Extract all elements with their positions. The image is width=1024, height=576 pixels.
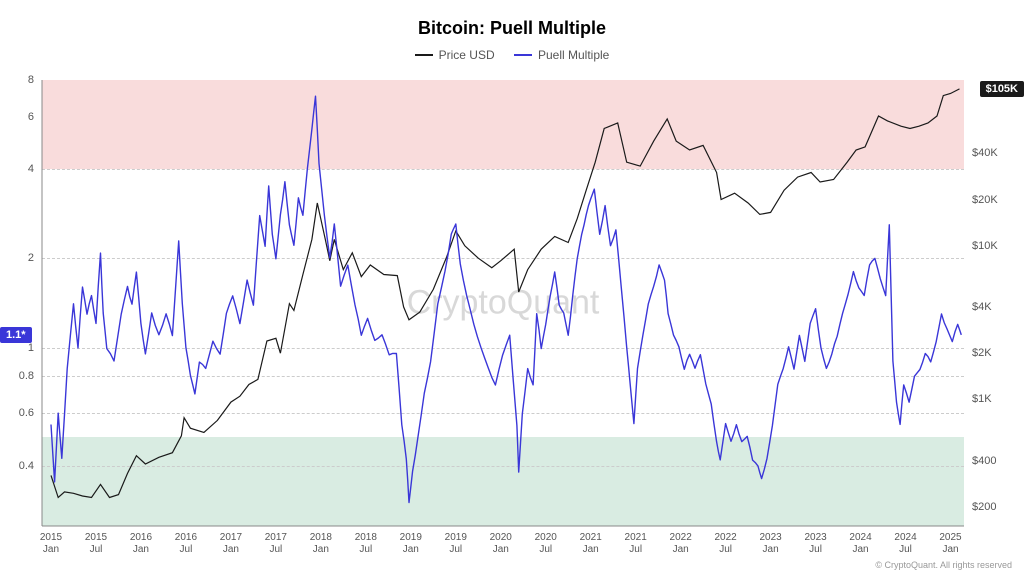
- plot-area: CryptoQuant: [42, 80, 964, 526]
- current-badge-price: $105K: [980, 81, 1024, 97]
- y-axis-left: 864210.80.60.41.1*: [0, 80, 42, 526]
- ytick-left: 4: [28, 163, 34, 175]
- xtick: 2023Jan: [759, 532, 781, 556]
- ytick-left: 2: [28, 252, 34, 264]
- xtick: 2024Jan: [849, 532, 871, 556]
- xtick: 2020Jul: [535, 532, 557, 556]
- ytick-right: $4K: [972, 301, 992, 313]
- chart-title: Bitcoin: Puell Multiple: [0, 18, 1024, 39]
- current-badge-puell: 1.1*: [0, 327, 32, 343]
- xtick: 2015Jul: [85, 532, 107, 556]
- legend-label-price: Price USD: [439, 48, 495, 62]
- xtick: 2015Jan: [40, 532, 62, 556]
- legend-item-price: Price USD: [415, 48, 495, 62]
- ytick-left: 8: [28, 74, 34, 86]
- xtick: 2023Jul: [804, 532, 826, 556]
- xtick: 2017Jan: [220, 532, 242, 556]
- ytick-left: 0.4: [19, 460, 34, 472]
- xtick: 2017Jul: [265, 532, 287, 556]
- xtick: 2016Jan: [130, 532, 152, 556]
- legend: Price USD Puell Multiple: [0, 45, 1024, 62]
- legend-item-puell: Puell Multiple: [514, 48, 609, 62]
- ytick-right: $1K: [972, 393, 992, 405]
- xtick: 2016Jul: [175, 532, 197, 556]
- xtick: 2022Jan: [670, 532, 692, 556]
- legend-swatch-puell: [514, 54, 532, 56]
- xtick: 2018Jul: [355, 532, 377, 556]
- ytick-left: 6: [28, 111, 34, 123]
- xtick: 2021Jan: [580, 532, 602, 556]
- series-puell: [51, 96, 961, 502]
- ytick-left: 1: [28, 342, 34, 354]
- ytick-right: $200: [972, 501, 996, 513]
- ytick-right: $400: [972, 455, 996, 467]
- xtick: 2019Jul: [445, 532, 467, 556]
- ytick-right: $40K: [972, 147, 998, 159]
- ytick-right: $20K: [972, 194, 998, 206]
- line-canvas: [42, 80, 964, 526]
- xtick: 2019Jan: [400, 532, 422, 556]
- legend-swatch-price: [415, 54, 433, 56]
- x-axis: 2015Jan 2015Jul 2016Jan 2016Jul 2017Jan 2017J…: [42, 526, 964, 576]
- legend-label-puell: Puell Multiple: [538, 48, 609, 62]
- copyright-label: © CryptoQuant. All rights reserved: [875, 560, 1012, 570]
- xtick: 2018Jan: [310, 532, 332, 556]
- xtick: 2024Jul: [894, 532, 916, 556]
- ytick-left: 0.8: [19, 370, 34, 382]
- ytick-right: $2K: [972, 347, 992, 359]
- ytick-left: 0.6: [19, 407, 34, 419]
- ytick-right: $10K: [972, 240, 998, 252]
- xtick: 2021Jul: [625, 532, 647, 556]
- y-axis-right: $40K $20K $10K $4K $2K $1K $400 $200 $105K: [964, 80, 1024, 526]
- series-price: [51, 89, 960, 498]
- xtick: 2022Jul: [715, 532, 737, 556]
- xtick: 2025Jan: [939, 532, 961, 556]
- xtick: 2020Jan: [490, 532, 512, 556]
